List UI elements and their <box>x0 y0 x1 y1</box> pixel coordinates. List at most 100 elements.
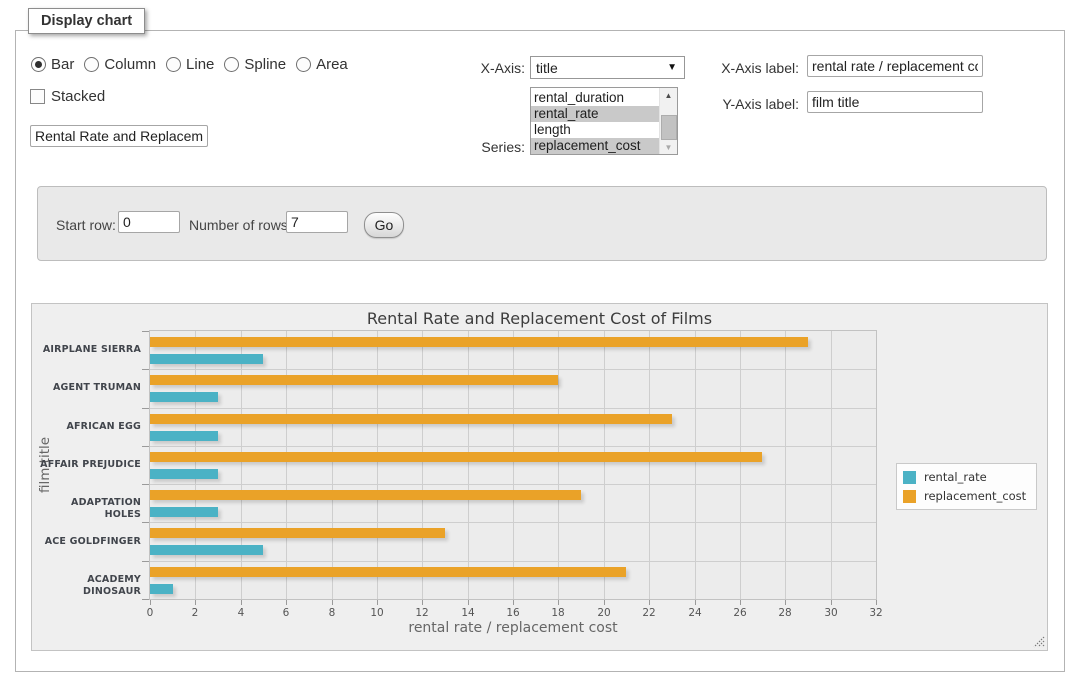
scroll-down-icon[interactable]: ▼ <box>664 142 673 152</box>
chart-type-radio-spline[interactable]: Spline <box>224 56 286 73</box>
gridline <box>603 331 605 599</box>
chart-type-radio-area[interactable]: Area <box>296 56 348 73</box>
x-tick-label: 20 <box>597 607 611 619</box>
chevron-down-icon[interactable]: ▼ <box>667 62 677 73</box>
axis-tick-mark <box>241 600 242 605</box>
panel-title: Display chart <box>28 8 146 34</box>
bar-rental_rate <box>150 392 218 402</box>
x-tick-label: 30 <box>824 607 838 619</box>
x-tick-label: 26 <box>733 607 747 619</box>
series-option-length[interactable]: length <box>534 122 571 137</box>
x-tick-label: 24 <box>688 607 702 619</box>
x-axis-label-input[interactable] <box>807 55 983 77</box>
chart-legend: rental_rate replacement_cost <box>896 463 1038 510</box>
radio-label: Spline <box>244 56 287 73</box>
gridline <box>513 331 514 599</box>
start-row-label: Start row: <box>56 217 116 233</box>
gridline <box>558 331 560 599</box>
x-tick-label: 2 <box>191 607 199 619</box>
x-tick-label: 22 <box>642 607 656 619</box>
gridline <box>150 484 876 485</box>
category-label: AIRPLANE SIERRA <box>42 344 141 355</box>
number-of-rows-input[interactable] <box>286 211 348 233</box>
gridline <box>422 331 424 599</box>
bar-rental_rate <box>150 431 218 441</box>
x-tick-label: 6 <box>282 607 290 619</box>
axis-tick-mark <box>142 408 149 409</box>
x-axis-select[interactable]: title ▼ <box>530 56 685 79</box>
stacked-label: Stacked <box>51 88 106 105</box>
x-tick-label: 16 <box>506 607 520 619</box>
axis-tick-mark <box>831 600 832 605</box>
legend-label: rental_rate <box>924 470 987 484</box>
category-label: AFRICAN EGG <box>66 421 141 432</box>
start-row-input[interactable] <box>118 211 180 233</box>
scroll-up-icon[interactable]: ▲ <box>664 90 673 100</box>
x-tick-label: 18 <box>551 607 565 619</box>
chart-type-radio-line[interactable]: Line <box>166 56 214 73</box>
axis-tick-mark <box>150 600 151 605</box>
axis-tick-mark <box>142 522 149 523</box>
series-option-replacement_cost[interactable]: replacement_cost <box>531 138 659 154</box>
radio-icon[interactable] <box>296 57 312 72</box>
x-tick-label: 4 <box>237 607 245 619</box>
radio-icon[interactable] <box>31 57 46 72</box>
bar-replacement_cost <box>150 567 627 577</box>
chart-type-radio-group: Bar Column Line Spline Area <box>31 56 348 73</box>
axis-tick-mark <box>649 600 650 605</box>
chart-type-radio-bar[interactable]: Bar <box>31 56 74 73</box>
series-listbox[interactable]: rental_duration rental_rate length replacem… <box>530 87 678 155</box>
axis-tick-mark <box>740 600 741 605</box>
bar-rental_rate <box>150 545 264 555</box>
axis-tick-mark <box>142 484 149 485</box>
gridline <box>649 331 651 599</box>
stacked-checkbox[interactable] <box>30 89 45 104</box>
radio-label: Bar <box>51 56 75 73</box>
axis-tick-mark <box>332 600 333 605</box>
series-options: rental_duration rental_rate length replacem… <box>531 88 659 154</box>
legend-label: replacement_cost <box>924 489 1027 503</box>
stacked-checkbox-row: Stacked <box>30 88 105 105</box>
radio-icon[interactable] <box>84 57 100 72</box>
axis-tick-mark <box>142 446 149 447</box>
axis-tick-mark <box>142 331 149 332</box>
radio-icon[interactable] <box>166 57 182 72</box>
gridline <box>150 522 876 523</box>
resize-handle-icon[interactable] <box>1033 636 1045 648</box>
y-axis-label-label: Y-Axis label: <box>722 96 799 112</box>
gridline <box>467 331 469 599</box>
x-axis-select-label: X-Axis: <box>480 60 525 76</box>
gridline <box>150 446 876 447</box>
axis-tick-mark <box>468 600 469 605</box>
axis-tick-mark <box>422 600 423 605</box>
go-button[interactable]: Go <box>364 212 404 238</box>
x-tick-label: 8 <box>328 607 336 619</box>
gridline <box>240 331 242 599</box>
x-axis-label-label: X-Axis label: <box>721 60 799 76</box>
x-axis-select-value: title <box>536 59 558 76</box>
axis-tick-mark <box>604 600 605 605</box>
scrollbar-thumb[interactable] <box>661 115 677 140</box>
chart-title-input[interactable] <box>30 125 208 147</box>
series-scrollbar[interactable]: ▲ ▼ <box>659 88 677 154</box>
series-option-rental_duration[interactable]: rental_duration <box>534 90 625 105</box>
gridline <box>376 331 378 599</box>
gridline <box>286 331 288 599</box>
y-axis-label-input[interactable] <box>807 91 983 113</box>
radio-icon[interactable] <box>224 57 240 72</box>
chart-container: Rental Rate and Replacement Cost of Film… <box>31 303 1048 651</box>
gridline <box>150 408 876 409</box>
category-label: AFFAIR PREJUDICE <box>40 459 141 470</box>
axis-tick-mark <box>142 369 149 370</box>
radio-label: Area <box>316 56 348 73</box>
gridline <box>694 331 696 599</box>
legend-item-rental_rate: rental_rate <box>903 470 1026 484</box>
gridline <box>150 561 876 562</box>
axis-tick-mark <box>876 600 877 605</box>
chart-type-radio-column[interactable]: Column <box>84 56 156 73</box>
axis-tick-mark <box>513 600 514 605</box>
bar-rental_rate <box>150 507 218 517</box>
bar-replacement_cost <box>150 490 581 500</box>
series-option-rental_rate[interactable]: rental_rate <box>531 106 659 122</box>
